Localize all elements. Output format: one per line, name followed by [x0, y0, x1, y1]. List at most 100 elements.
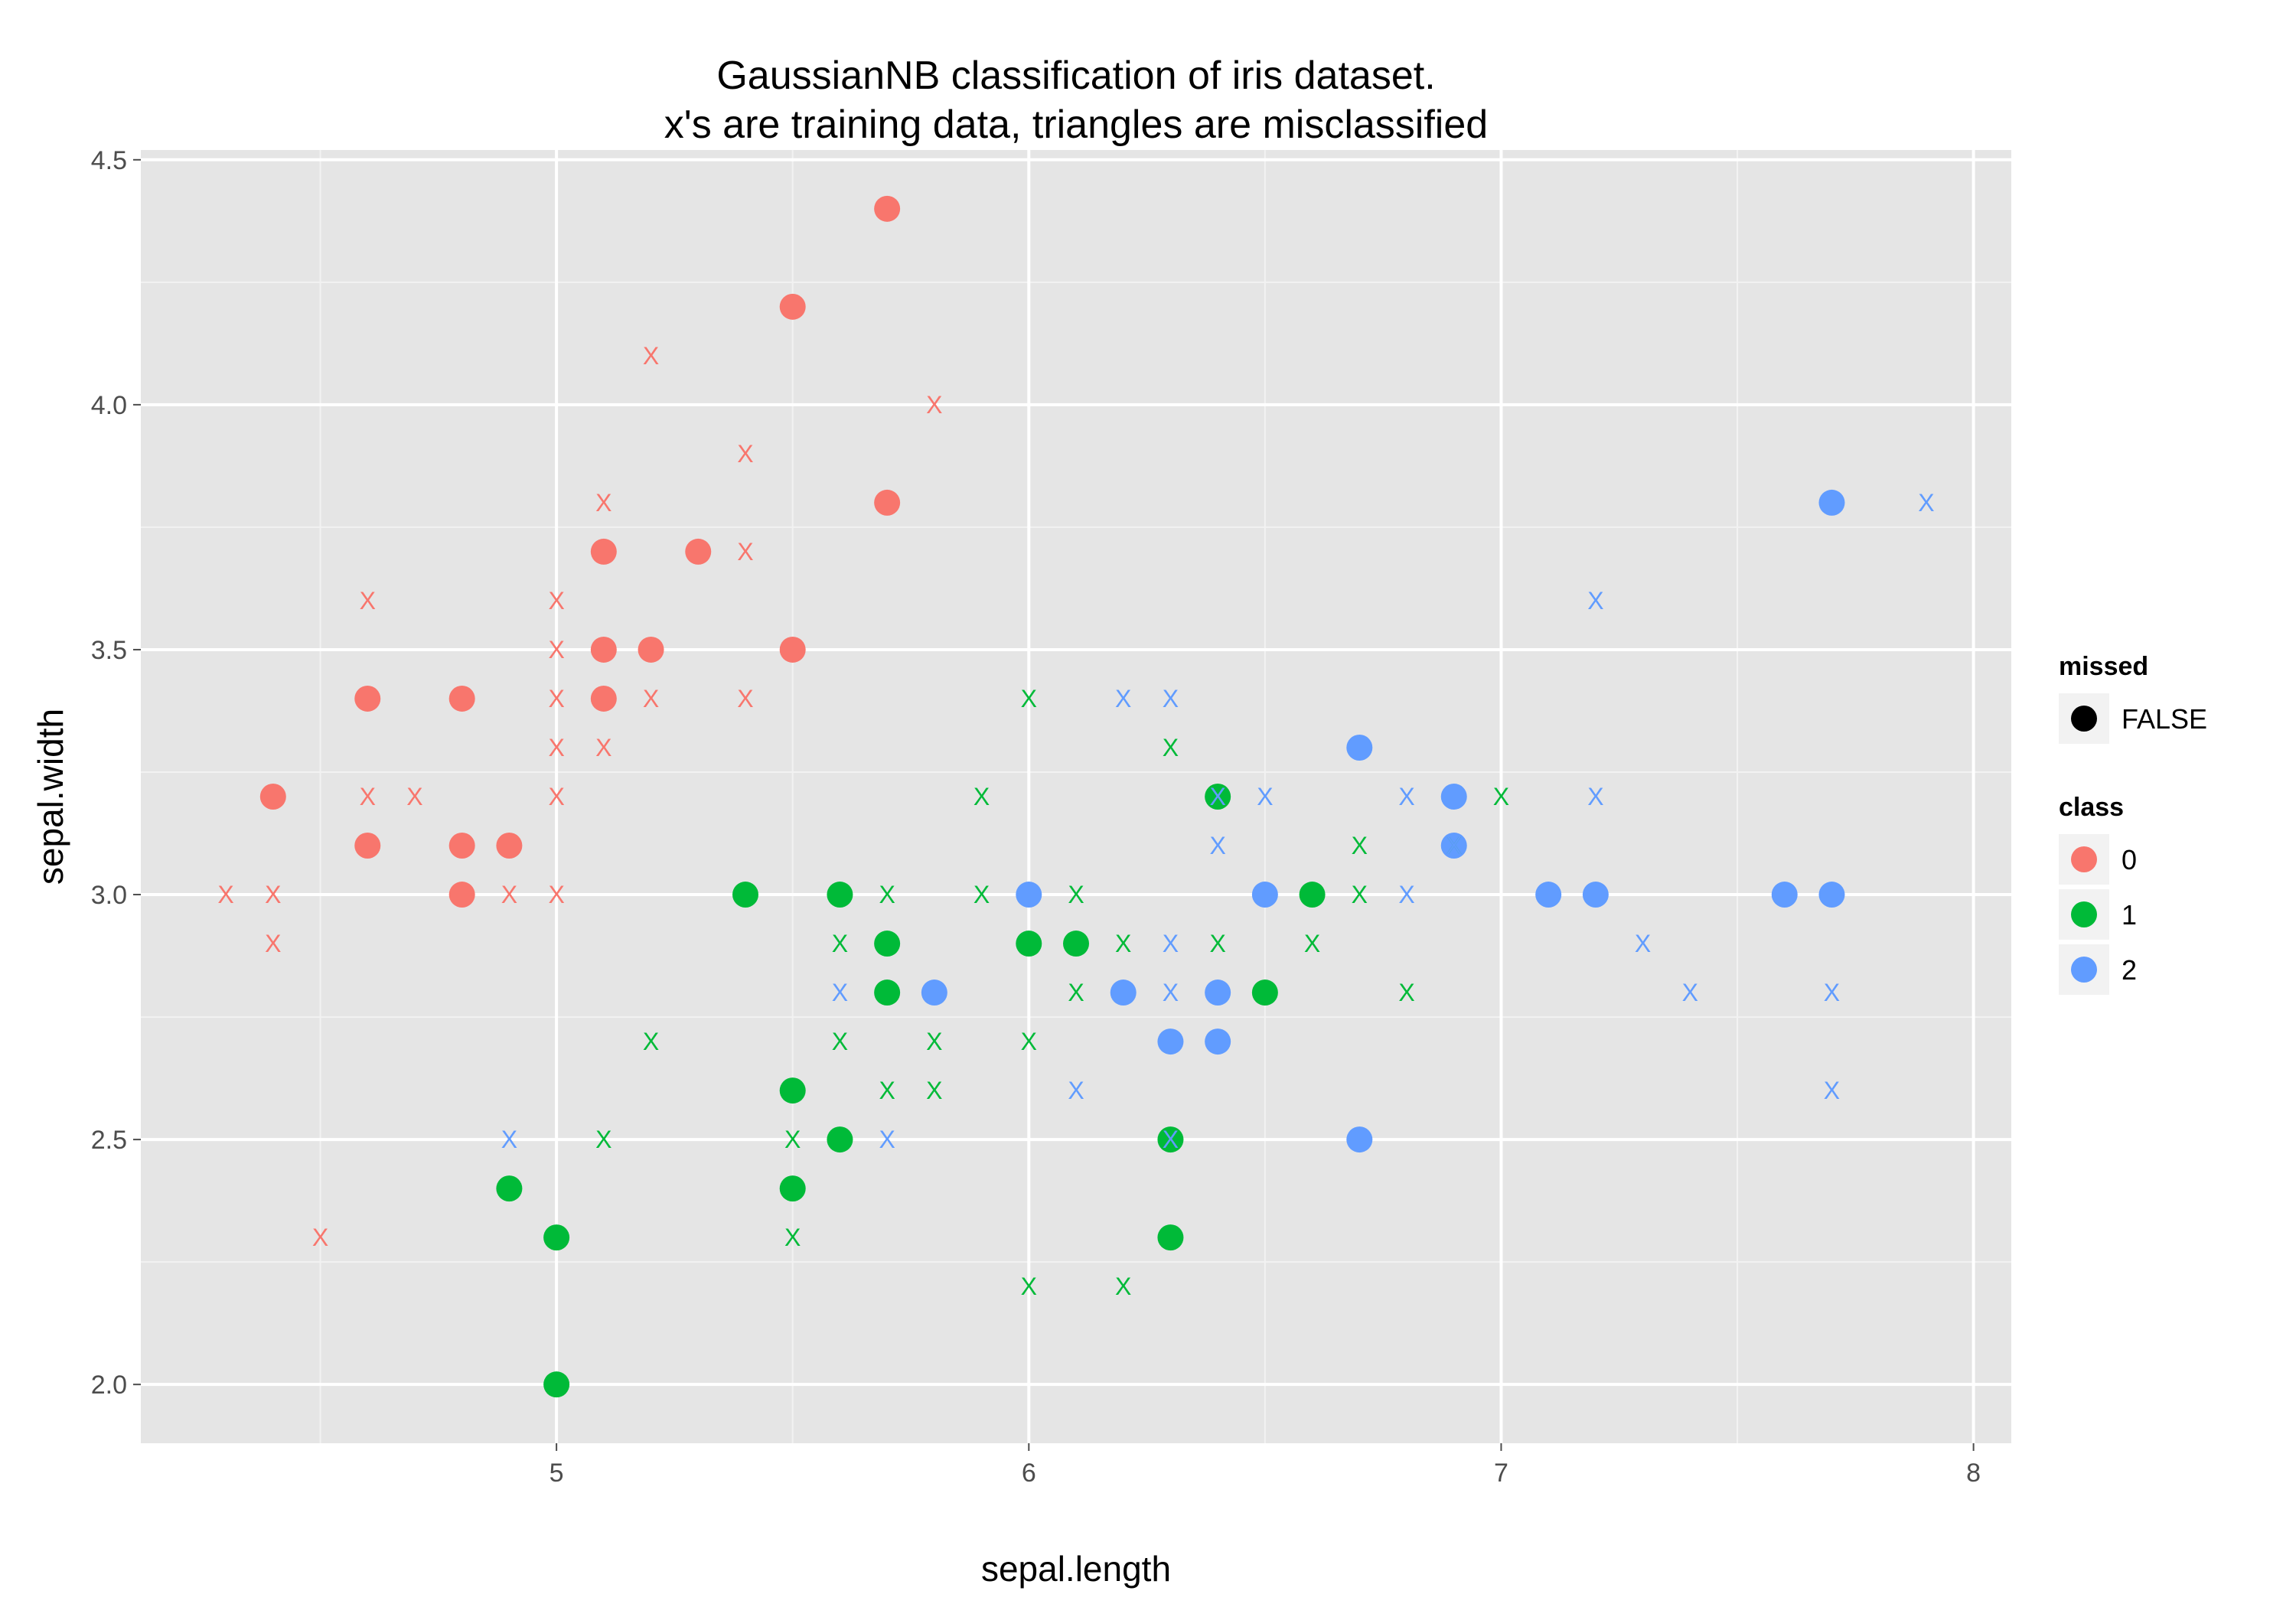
- training-point-class-2: X: [879, 1126, 895, 1153]
- training-point-class-1: X: [1068, 881, 1084, 908]
- test-point-class-1: [827, 882, 853, 908]
- test-point-class-1: [827, 1126, 853, 1153]
- test-point-class-1: [1063, 931, 1089, 957]
- training-point-class-2: X: [501, 1126, 517, 1153]
- test-point-class-1: [1205, 784, 1231, 810]
- training-point-class-1: X: [1021, 1273, 1037, 1300]
- legend-label-class-1: 1: [2122, 899, 2137, 931]
- y-tick-label: 3.0: [91, 881, 127, 910]
- chart-title-line-1: GaussianNB classification of iris datase…: [716, 54, 1435, 98]
- training-point-class-0: X: [501, 881, 517, 908]
- test-point-class-2: [1818, 882, 1845, 908]
- test-point-class-0: [448, 882, 475, 908]
- training-point-class-2: X: [1163, 1126, 1179, 1153]
- training-point-class-0: X: [548, 685, 564, 712]
- legend-marker-class-2: [2071, 957, 2097, 983]
- training-point-class-0: X: [217, 881, 233, 908]
- y-tick-label: 2.0: [91, 1371, 127, 1400]
- test-point-class-2: [1440, 833, 1467, 859]
- test-point-class-1: [732, 882, 758, 908]
- test-point-class-1: [779, 1175, 806, 1202]
- training-point-class-0: X: [360, 783, 376, 810]
- training-point-class-2: X: [1682, 979, 1698, 1006]
- test-point-class-2: [1016, 882, 1042, 908]
- training-point-class-2: X: [1824, 1077, 1840, 1104]
- training-point-class-2: X: [1398, 783, 1414, 810]
- legend-label-class-0: 0: [2122, 844, 2137, 875]
- grid-lines: [141, 150, 2011, 1443]
- training-point-class-0: X: [265, 881, 281, 908]
- training-point-class-2: X: [1068, 1077, 1084, 1104]
- chart-title-line-2: x's are training data, triangles are mis…: [664, 103, 1488, 147]
- training-point-class-1: X: [1398, 979, 1414, 1006]
- legend-marker-class-1: [2071, 901, 2097, 927]
- test-point-class-0: [590, 538, 617, 565]
- test-point-class-1: [1299, 882, 1326, 908]
- training-point-class-0: X: [406, 783, 422, 810]
- x-axis-title: sepal.length: [981, 1549, 1171, 1589]
- test-point-class-1: [1157, 1224, 1184, 1251]
- training-point-class-1: X: [1021, 685, 1037, 712]
- training-point-class-1: X: [1115, 930, 1131, 957]
- test-point-class-2: [1818, 489, 1845, 516]
- training-point-class-2: X: [1635, 930, 1651, 957]
- test-point-class-0: [685, 538, 712, 565]
- test-point-class-1: [1251, 980, 1278, 1006]
- training-point-class-0: X: [548, 636, 564, 663]
- training-point-class-0: X: [360, 587, 376, 614]
- training-point-class-1: X: [1068, 979, 1084, 1006]
- training-point-class-2: X: [1257, 783, 1273, 810]
- test-point-class-1: [874, 980, 901, 1006]
- test-point-class-1: [1157, 1126, 1184, 1153]
- test-point-class-0: [590, 685, 617, 712]
- training-point-class-2: X: [1824, 979, 1840, 1006]
- test-point-class-1: [874, 931, 901, 957]
- x-tick-label: 7: [1494, 1459, 1508, 1488]
- training-point-class-1: X: [595, 1126, 612, 1153]
- training-point-class-0: X: [737, 538, 753, 566]
- legend-marker-class-0: [2071, 846, 2097, 872]
- training-point-class-0: X: [595, 734, 612, 761]
- y-tick-label: 4.0: [91, 391, 127, 420]
- axis-ticks: 5 6 7 8 2.0 2.5 3.0 3.5 4.0 4.5: [91, 146, 1981, 1488]
- test-point-class-1: [543, 1371, 570, 1398]
- training-point-class-0: X: [548, 587, 564, 614]
- training-point-class-2: X: [1163, 685, 1179, 712]
- training-point-class-0: X: [595, 489, 612, 517]
- training-point-class-1: X: [643, 1028, 659, 1055]
- training-point-class-2: X: [1587, 783, 1603, 810]
- test-point-class-2: [1771, 882, 1798, 908]
- training-point-class-2: X: [1587, 587, 1603, 614]
- training-point-class-0: X: [643, 685, 659, 712]
- training-point-class-2: X: [1163, 930, 1179, 957]
- legend-label-false: FALSE: [2122, 703, 2207, 735]
- training-point-class-0: X: [926, 391, 942, 419]
- training-point-class-1: X: [1352, 881, 1368, 908]
- test-point-class-2: [1205, 980, 1231, 1006]
- test-point-class-1: [1016, 931, 1042, 957]
- test-point-class-0: [354, 685, 381, 712]
- training-point-class-1: X: [879, 1077, 895, 1104]
- test-point-class-0: [259, 784, 286, 810]
- training-point-class-0: X: [265, 930, 281, 957]
- test-points-layer: [259, 195, 1845, 1398]
- test-point-class-2: [1346, 734, 1373, 761]
- training-point-class-1: X: [1163, 734, 1179, 761]
- x-tick-label: 6: [1022, 1459, 1036, 1488]
- training-point-class-1: X: [974, 881, 990, 908]
- test-point-class-2: [1251, 882, 1278, 908]
- test-point-class-2: [1535, 882, 1562, 908]
- y-tick-label: 3.5: [91, 636, 127, 665]
- legend: missed FALSE class 0 1 2: [2059, 652, 2207, 995]
- training-point-class-1: X: [1446, 832, 1462, 859]
- training-point-class-1: X: [879, 881, 895, 908]
- test-point-class-0: [638, 636, 664, 663]
- test-point-class-0: [779, 636, 806, 663]
- training-point-class-1: X: [784, 1224, 801, 1251]
- test-point-class-1: [496, 1175, 523, 1202]
- training-point-class-1: X: [1209, 930, 1225, 957]
- y-tick-label: 2.5: [91, 1126, 127, 1155]
- test-point-class-2: [1440, 784, 1467, 810]
- test-point-class-2: [1157, 1028, 1184, 1055]
